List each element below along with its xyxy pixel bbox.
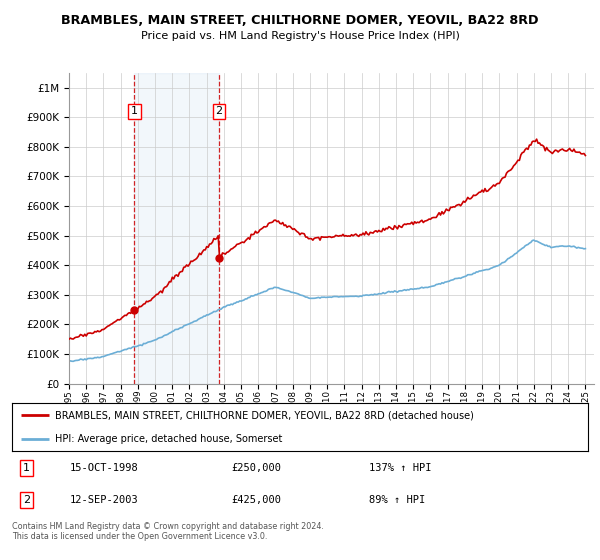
Text: HPI: Average price, detached house, Somerset: HPI: Average price, detached house, Some…	[55, 434, 283, 444]
Text: 137% ↑ HPI: 137% ↑ HPI	[369, 463, 431, 473]
Text: 2: 2	[215, 106, 223, 116]
Text: 12-SEP-2003: 12-SEP-2003	[70, 495, 139, 505]
Text: 2: 2	[23, 495, 30, 505]
Text: £425,000: £425,000	[231, 495, 281, 505]
Text: BRAMBLES, MAIN STREET, CHILTHORNE DOMER, YEOVIL, BA22 8RD: BRAMBLES, MAIN STREET, CHILTHORNE DOMER,…	[61, 14, 539, 27]
Text: Price paid vs. HM Land Registry's House Price Index (HPI): Price paid vs. HM Land Registry's House …	[140, 31, 460, 41]
Text: 1: 1	[23, 463, 30, 473]
Text: 15-OCT-1998: 15-OCT-1998	[70, 463, 139, 473]
Text: 1: 1	[131, 106, 138, 116]
Text: Contains HM Land Registry data © Crown copyright and database right 2024.
This d: Contains HM Land Registry data © Crown c…	[12, 522, 324, 542]
Text: BRAMBLES, MAIN STREET, CHILTHORNE DOMER, YEOVIL, BA22 8RD (detached house): BRAMBLES, MAIN STREET, CHILTHORNE DOMER,…	[55, 410, 474, 420]
Text: 89% ↑ HPI: 89% ↑ HPI	[369, 495, 425, 505]
Bar	[134, 73, 219, 384]
Text: £250,000: £250,000	[231, 463, 281, 473]
